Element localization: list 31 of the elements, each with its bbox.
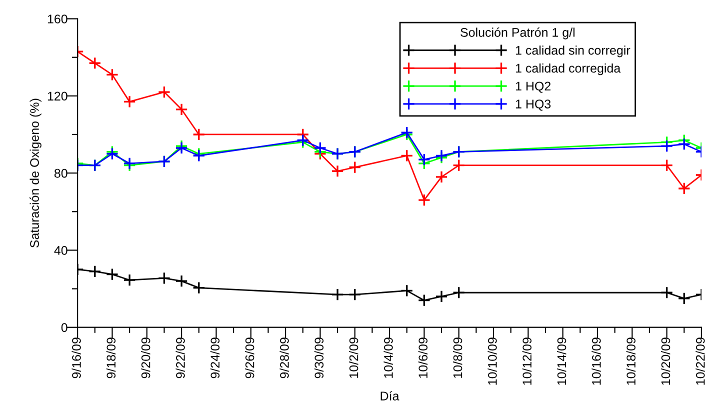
x-tick-label: 10/12/09 — [522, 338, 532, 385]
x-tick-label: 10/20/09 — [660, 338, 670, 385]
x-tick-label: 10/14/09 — [557, 338, 566, 385]
x-tick-label: 10/22/09 — [696, 338, 705, 385]
legend-label: 1 calidad corregida — [516, 63, 621, 76]
y-tick-label: 40 — [54, 246, 68, 255]
legend-label: 1 HQ3 — [516, 100, 551, 111]
x-tick-label: 9/26/09 — [245, 338, 254, 378]
y-tick-label: 80 — [54, 168, 68, 178]
legend-label: 1 HQ2 — [516, 82, 551, 93]
x-tick-label: 9/20/09 — [141, 338, 150, 378]
x-tick-label: 10/18/09 — [626, 338, 636, 385]
y-axis-title: Saturación de Oxigeno (%) — [30, 98, 42, 248]
x-tick-label: 9/18/09 — [106, 338, 116, 378]
x-tick-label: 9/16/09 — [72, 338, 81, 378]
x-tick-label: 9/30/09 — [314, 338, 324, 378]
x-tick-label: 9/22/09 — [176, 338, 185, 378]
x-tick-label: 10/10/09 — [488, 338, 497, 385]
y-tick-label: 120 — [48, 92, 68, 101]
y-tick-label: 160 — [48, 14, 68, 24]
x-tick-label: 10/16/09 — [592, 338, 601, 385]
legend-label: 1 calidad sin corregir — [516, 46, 630, 58]
x-tick-label: 9/24/09 — [210, 338, 220, 378]
y-tick-label: 0 — [61, 323, 68, 332]
x-tick-label: 10/4/09 — [384, 338, 393, 378]
legend-title: Solución Patrón 1 g/l — [460, 28, 575, 40]
x-axis-title: Día — [380, 391, 400, 400]
x-tick-label: 10/6/09 — [418, 338, 428, 378]
x-tick-label: 10/8/09 — [453, 338, 462, 378]
x-tick-label: 10/2/09 — [349, 338, 358, 378]
x-tick-label: 9/28/09 — [280, 338, 289, 378]
